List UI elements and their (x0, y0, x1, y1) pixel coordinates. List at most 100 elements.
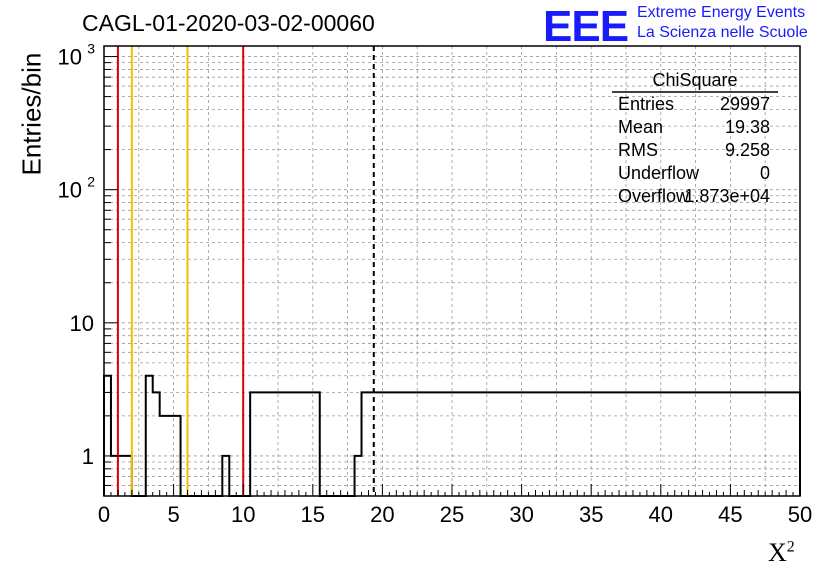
histogram-bin (563, 392, 570, 496)
histogram-bin (758, 392, 765, 496)
histogram-bin (410, 392, 417, 496)
x-tick-label: 50 (788, 502, 812, 527)
histogram-bin (577, 392, 584, 496)
histogram-bin (522, 392, 529, 496)
x-tick-label: 35 (579, 502, 603, 527)
histogram-bin (146, 376, 153, 496)
y-tick-label: 10 (70, 311, 94, 336)
y-tick-exponent: 3 (87, 41, 95, 57)
histogram-bin (772, 392, 779, 496)
histogram-bin (675, 392, 682, 496)
histogram-bin (793, 392, 800, 496)
histogram-bin (285, 392, 292, 496)
histogram-bin (612, 392, 619, 496)
stats-value: 9.258 (725, 140, 770, 160)
histogram-bin (466, 392, 473, 496)
y-tick-exponent: 2 (87, 174, 95, 190)
x-tick-label: 40 (649, 502, 673, 527)
x-tick-label: 45 (718, 502, 742, 527)
histogram-bin (459, 392, 466, 496)
histogram-bin (661, 392, 668, 496)
histogram-bin (640, 392, 647, 496)
histogram-bin (473, 392, 480, 496)
stats-value: 29997 (720, 94, 770, 114)
x-tick-label: 30 (509, 502, 533, 527)
histogram-bin (382, 392, 389, 496)
stats-label: Underflow (618, 163, 700, 183)
histogram-bin (730, 392, 737, 496)
plot-title: CAGL-01-2020-03-02-00060 (82, 10, 375, 36)
histogram-bin (501, 392, 508, 496)
histogram-bin (271, 392, 278, 496)
histogram-bin (633, 392, 640, 496)
x-tick-label: 15 (301, 502, 325, 527)
histogram-bin (431, 392, 438, 496)
histogram-bin (591, 392, 598, 496)
histogram-bin (445, 392, 452, 496)
histogram-bin (605, 392, 612, 496)
histogram-bin (424, 392, 431, 496)
histogram-bin (779, 392, 786, 496)
histogram-bin (389, 392, 396, 496)
histogram-bin (744, 392, 751, 496)
histogram-bin (417, 392, 424, 496)
histogram-bin (292, 392, 299, 496)
stats-value: 1.873e+04 (684, 186, 770, 206)
stats-value: 0 (760, 163, 770, 183)
stats-label: RMS (618, 140, 658, 160)
histogram-bin (696, 392, 703, 496)
histogram-bin (264, 392, 271, 496)
histogram-bin (306, 392, 313, 496)
histogram-bin (452, 392, 459, 496)
histogram-bin (542, 392, 549, 496)
x-tick-label: 25 (440, 502, 464, 527)
histogram-bin (549, 392, 556, 496)
histogram-bin (515, 392, 522, 496)
histogram-outline (103, 374, 801, 497)
histogram-bin (396, 392, 403, 496)
histogram-bin (716, 392, 723, 496)
histogram-bin (313, 392, 320, 496)
histogram-bin (480, 392, 487, 496)
histogram-bin (598, 392, 605, 496)
histogram-bin (682, 392, 689, 496)
histogram-bin (619, 392, 626, 496)
histogram-bin (494, 392, 501, 496)
x-tick-label: 10 (231, 502, 255, 527)
histogram-bin (654, 392, 661, 496)
histogram-bin (723, 392, 730, 496)
y-tick-label: 10 (58, 45, 82, 70)
stats-label: Mean (618, 117, 663, 137)
histogram-bin (570, 392, 577, 496)
stats-label: Overflow (618, 186, 690, 206)
histogram-bin (403, 392, 410, 496)
y-tick-label: 1 (82, 444, 94, 469)
histogram-bin (786, 392, 793, 496)
histogram-bin (438, 392, 445, 496)
histogram-bin (536, 392, 543, 496)
histogram-bin (626, 392, 633, 496)
histogram-bin (647, 392, 654, 496)
histogram-bin (153, 392, 160, 496)
histogram-bin (257, 392, 264, 496)
histogram-bin (584, 392, 591, 496)
x-tick-label: 20 (370, 502, 394, 527)
histogram-bin (737, 392, 744, 496)
histogram-bin (765, 392, 772, 496)
stats-title: ChiSquare (652, 70, 737, 90)
histogram-bin (278, 392, 285, 496)
histogram-bin (529, 392, 536, 496)
histogram-bin (299, 392, 306, 496)
histogram-bin (703, 392, 710, 496)
histogram-bin (250, 392, 257, 496)
logo-line-2: La Scienza nelle Scuole (637, 24, 808, 41)
y-tick-label: 10 (58, 178, 82, 203)
stats-label: Entries (618, 94, 674, 114)
histogram-bin (362, 392, 369, 496)
histogram-bin (487, 392, 494, 496)
histogram-bin (508, 392, 515, 496)
x-axis-label: X2 (768, 538, 795, 567)
histogram-bin (751, 392, 758, 496)
stats-value: 19.38 (725, 117, 770, 137)
